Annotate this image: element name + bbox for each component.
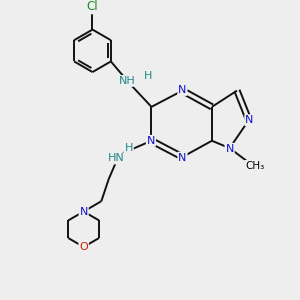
Text: N: N [178, 153, 187, 163]
Text: H: H [124, 143, 133, 153]
Text: N: N [245, 115, 254, 125]
Text: HN: HN [108, 154, 124, 164]
Text: N: N [225, 144, 234, 154]
Text: NH: NH [118, 76, 135, 86]
Text: CH₃: CH₃ [245, 161, 264, 171]
Text: N: N [80, 206, 88, 217]
Text: N: N [178, 85, 187, 95]
Text: O: O [79, 242, 88, 252]
Text: Cl: Cl [87, 0, 98, 14]
Text: H: H [143, 71, 152, 81]
Text: N: N [147, 136, 155, 146]
